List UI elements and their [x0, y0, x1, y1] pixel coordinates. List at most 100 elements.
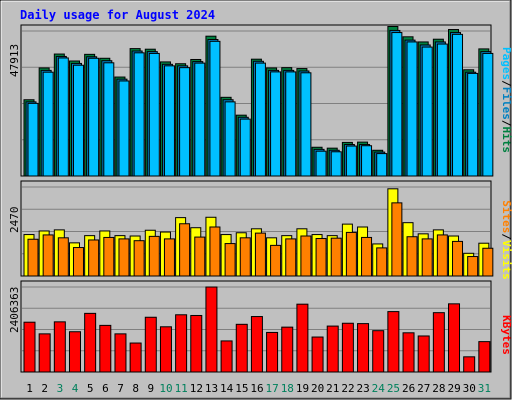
bar-sites-day-22	[345, 231, 357, 277]
legend-separator: /	[500, 233, 512, 240]
x-tick-day-8: 8	[132, 382, 139, 395]
bar-kbytes-day-20	[311, 336, 324, 373]
bar-kbytes-day-24	[372, 330, 385, 373]
bar-pages-day-21	[330, 151, 342, 177]
bar-pages-day-16	[254, 62, 266, 177]
bar-pages-day-1	[27, 102, 39, 177]
chart-title: Daily usage for August 2024	[20, 8, 215, 22]
bar-sites-day-27	[421, 238, 433, 277]
bar-sites-day-17	[270, 244, 282, 277]
x-tick-day-18: 18	[281, 382, 294, 395]
bar-pages-day-24	[376, 153, 388, 177]
legend-visits-sites: Sites/Visits	[500, 200, 512, 280]
bar-kbytes-day-4	[68, 331, 81, 373]
bar-sites-day-11	[179, 223, 191, 277]
bar-pages-day-25	[391, 32, 403, 177]
bar-sites-day-9	[148, 235, 160, 277]
x-tick-day-17: 17	[266, 382, 279, 395]
x-tick-day-6: 6	[102, 382, 109, 395]
bar-kbytes-day-31	[478, 341, 491, 373]
x-tick-day-25: 25	[387, 382, 400, 395]
bar-sites-day-29	[452, 240, 464, 277]
x-tick-day-29: 29	[447, 382, 460, 395]
bar-kbytes-day-22	[341, 322, 354, 373]
panel-kbytes: 2406363 KBytes	[8, 280, 512, 373]
bar-sites-day-30	[467, 256, 479, 277]
bar-kbytes-day-27	[417, 335, 430, 373]
x-tick-day-31: 31	[478, 382, 491, 395]
bar-pages-day-4	[72, 64, 84, 177]
bar-pages-day-28	[436, 43, 448, 177]
x-tick-day-22: 22	[341, 382, 354, 395]
bar-sites-day-12	[194, 236, 206, 277]
bar-sites-day-3	[57, 237, 69, 277]
x-tick-day-7: 7	[117, 382, 124, 395]
series-pages	[27, 32, 494, 177]
bar-kbytes-day-28	[432, 312, 445, 373]
bar-sites-day-5	[88, 239, 100, 277]
bar-kbytes-day-19	[296, 303, 309, 373]
legend-sites: Sites	[500, 200, 512, 233]
legend-separator: /	[500, 120, 512, 127]
x-tick-day-5: 5	[87, 382, 94, 395]
bar-kbytes-day-16	[250, 316, 263, 373]
bar-sites-day-15	[239, 237, 251, 277]
series-sites	[27, 202, 494, 277]
x-tick-day-11: 11	[175, 382, 188, 395]
bar-kbytes-day-8	[129, 342, 142, 373]
y-max-label: 2406363	[8, 287, 21, 333]
legend-hits-files-pages: Pages/Files/Hits	[500, 47, 512, 153]
bar-kbytes-day-17	[266, 331, 279, 373]
bar-kbytes-day-12	[190, 314, 203, 373]
bar-kbytes-day-3	[53, 321, 66, 373]
x-tick-day-19: 19	[296, 382, 309, 395]
bar-pages-day-7	[118, 80, 130, 177]
bar-pages-day-9	[148, 52, 160, 177]
x-tick-day-12: 12	[190, 382, 203, 395]
x-tick-day-13: 13	[205, 382, 218, 395]
bar-sites-day-18	[285, 238, 297, 277]
x-tick-day-4: 4	[72, 382, 79, 395]
x-tick-day-16: 16	[250, 382, 263, 395]
bar-sites-day-20	[315, 238, 327, 277]
bar-sites-day-31	[482, 247, 494, 277]
bar-pages-day-12	[194, 62, 206, 177]
bar-pages-day-17	[270, 71, 282, 177]
bar-sites-day-23	[361, 236, 373, 277]
bar-kbytes-day-21	[326, 325, 339, 373]
bar-kbytes-day-7	[114, 333, 127, 373]
bar-sites-day-26	[406, 236, 418, 277]
bar-kbytes-day-30	[463, 356, 476, 373]
bar-pages-day-15	[239, 118, 251, 177]
bar-sites-day-7	[118, 238, 130, 277]
legend-hits: Hits	[500, 127, 512, 154]
bar-pages-day-13	[209, 40, 221, 177]
bar-pages-day-8	[133, 52, 145, 177]
x-tick-day-28: 28	[432, 382, 445, 395]
bar-pages-day-11	[179, 67, 191, 177]
bar-kbytes-day-9	[144, 316, 157, 373]
bar-sites-day-28	[436, 234, 448, 277]
bar-pages-day-20	[315, 150, 327, 177]
x-tick-day-27: 27	[417, 382, 430, 395]
bar-sites-day-10	[163, 238, 175, 277]
bar-kbytes-day-23	[357, 323, 370, 373]
bar-sites-day-19	[300, 235, 312, 277]
bar-pages-day-29	[452, 33, 464, 177]
bar-kbytes-day-2	[38, 333, 51, 373]
x-tick-day-2: 2	[41, 382, 48, 395]
y-max-label: 2470	[8, 207, 21, 234]
bar-pages-day-31	[482, 52, 494, 177]
bar-pages-day-6	[103, 62, 115, 177]
legend-pages: Pages	[500, 47, 512, 80]
bar-sites-day-4	[72, 247, 84, 277]
x-axis-labels: 1 2 3 4 5 6 7 8 9 10 11 12 13 14 15 16 17 18 19 20 21 22 23 24 2…	[26, 382, 491, 395]
bar-pages-day-27	[421, 46, 433, 177]
bar-pages-day-23	[361, 145, 373, 177]
bar-sites-day-25	[391, 202, 403, 277]
bar-pages-day-3	[57, 57, 69, 177]
x-tick-day-1: 1	[26, 382, 33, 395]
bar-pages-day-2	[42, 71, 54, 177]
